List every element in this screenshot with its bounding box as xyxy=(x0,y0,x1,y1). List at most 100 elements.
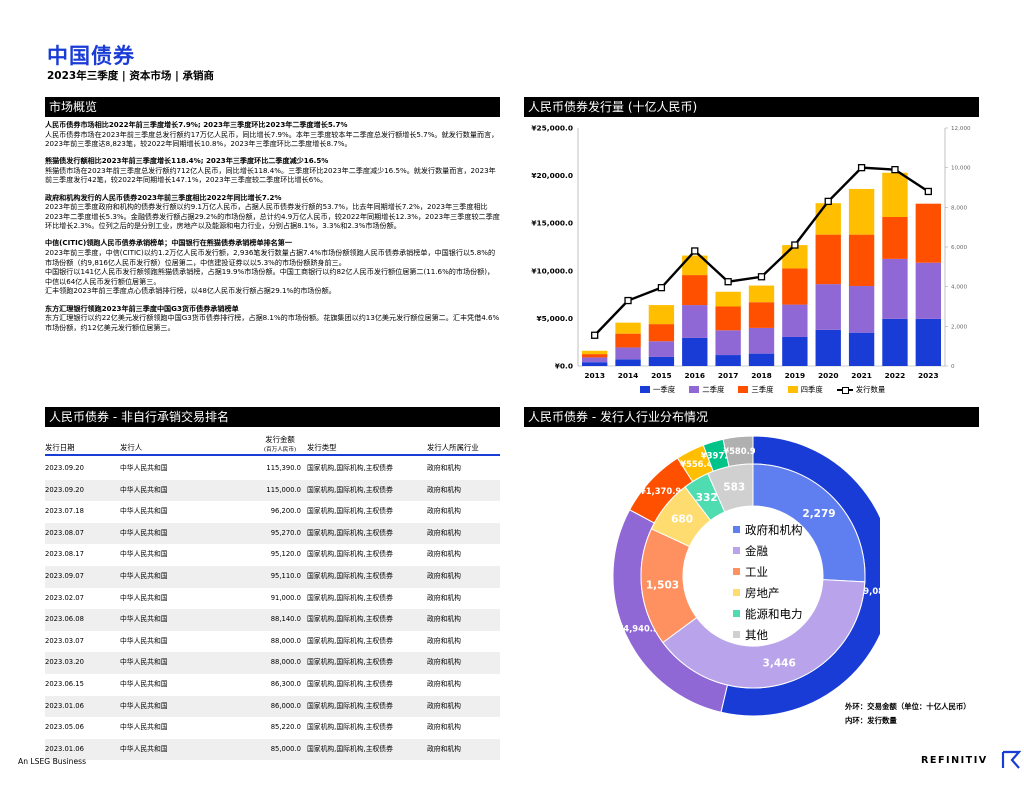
cell-amount: 88,000.0 xyxy=(270,636,301,645)
bar-segment-1 xyxy=(648,356,675,366)
cell-date: 2023.09.07 xyxy=(45,572,84,580)
outer-ring-label: ¥397.1 xyxy=(701,451,733,461)
count-point xyxy=(924,187,932,196)
table-row: 2023.03.20 中华人民共和国 88,000.0 国家机构,国际机构,主权债券 政… xyxy=(45,652,500,674)
cell-amount: 115,000.0 xyxy=(266,485,301,494)
x-tick-label: 2021 xyxy=(851,371,872,380)
industry-chart-heading: 人民币债券 - 发行人行业分布情况 xyxy=(524,407,979,427)
overview-section-body: 熊猫债市场在2023年前三季度总发行额约712亿人民币，同比增长118.4%。三… xyxy=(45,165,496,185)
y-right-tick-label: 2,000 xyxy=(951,324,967,330)
cell-amount: 88,000.0 xyxy=(270,658,301,667)
legend-item-realestate: 房地产 xyxy=(733,582,803,603)
cell-date: 2023.01.06 xyxy=(45,744,84,753)
page-subtitle: 2023年三季度 | 资本市场 | 承销商 xyxy=(47,70,215,82)
cell-type: 国家机构,国际机构,主权债券 xyxy=(307,550,393,559)
issuance-bar-chart: ¥0.0 ¥5,000.0 ¥10,000.0 ¥15,000.0 ¥20,000.0 ¥… xyxy=(531,124,971,381)
cell-industry: 政府和机构 xyxy=(427,680,461,688)
overview-section-body: 东方汇理银行以约22亿美元发行额领跑中国G3货币债券排行榜，占据8.1%的市场份… xyxy=(45,313,500,332)
bar-segment-2 xyxy=(582,357,608,363)
bar-segment-3 xyxy=(582,354,608,358)
bar-segment-3 xyxy=(748,302,775,328)
legend-item-energy: 能源和电力 xyxy=(733,603,803,624)
y-tick-label: ¥10,000.0 xyxy=(531,266,573,275)
x-tick-label: 2023 xyxy=(918,371,939,380)
cell-type: 国家机构,国际机构,主权债券 xyxy=(307,658,393,667)
deals-heading: 人民币债券 - 非自行承销交易排名 xyxy=(45,407,500,427)
legend-label-gov: 政府和机构 xyxy=(745,522,803,537)
legend-label-q2: 二季度 xyxy=(702,385,725,394)
cell-date: 2023.09.20 xyxy=(45,485,84,494)
cell-issuer: 中华人民共和国 xyxy=(120,485,168,494)
cell-type: 国家机构,国际机构,主权债券 xyxy=(307,572,393,580)
inner-ring-label: 332 xyxy=(696,492,718,504)
table-row: 2023.02.07 中华人民共和国 91,000.0 国家机构,国际机构,主权债券 政… xyxy=(45,588,500,610)
bar-segment-4 xyxy=(815,203,841,235)
issuance-chart-legend: 一季度 二季度 三季度 四季度 发行数量 xyxy=(640,384,899,395)
cell-industry: 政府和机构 xyxy=(427,485,461,494)
bar-segment-2 xyxy=(782,304,808,337)
legend-label-finance: 金融 xyxy=(745,543,768,558)
bar-segment-3 xyxy=(882,217,908,259)
cell-issuer: 中华人民共和国 xyxy=(120,701,168,710)
overview-section: 人民币债券市场相比2022年前三季度增长7.9%; 2023年三季度环比2023… xyxy=(45,120,500,149)
bar-segment-3 xyxy=(815,234,841,285)
table-row: 2023.08.07 中华人民共和国 95,270.0 国家机构,国际机构,主权债券 政… xyxy=(45,522,500,545)
inner-ring-slice xyxy=(662,579,866,689)
overview-heading: 市场概览 xyxy=(45,97,500,117)
cell-industry: 政府和机构 xyxy=(427,572,461,580)
bar-segment-1 xyxy=(748,353,775,366)
outer-ring-label: ¥9,089.2 xyxy=(857,586,880,596)
cell-amount: 88,140.0 xyxy=(270,615,301,624)
cell-industry: 政府和机构 xyxy=(427,615,461,624)
x-tick-label: 2020 xyxy=(818,371,839,380)
cell-industry: 政府和机构 xyxy=(427,636,461,645)
cell-date: 2023.08.17 xyxy=(45,550,84,559)
bar-segment-4 xyxy=(748,285,775,303)
bar-segment-1 xyxy=(848,332,875,366)
outer-ring-label: ¥580.9 xyxy=(723,446,755,456)
cell-date: 2023.02.07 xyxy=(45,593,84,602)
x-tick-label: 2019 xyxy=(785,371,806,380)
cell-amount: 86,300.0 xyxy=(270,680,301,688)
cell-date: 2023.01.06 xyxy=(45,701,84,710)
legend-label-q4: 四季度 xyxy=(800,385,823,394)
refinitiv-logo-icon xyxy=(1001,750,1022,769)
x-tick-label: 2013 xyxy=(584,371,605,380)
bar-segment-4 xyxy=(648,305,675,325)
legend-item-other: 其他 xyxy=(733,624,803,645)
legend-swatch-q1 xyxy=(640,386,650,393)
count-point xyxy=(757,273,766,281)
overview-section-title: 人民币债券市场相比2022年前三季度增长7.9%; 2023年三季度环比2023… xyxy=(45,120,348,129)
legend-label-other: 其他 xyxy=(745,627,768,642)
note-outer-ring: 外环：交易金额（单位：十亿人民币） xyxy=(845,702,971,711)
cell-issuer: 中华人民共和国 xyxy=(120,507,168,516)
cell-issuer: 中华人民共和国 xyxy=(120,464,168,472)
cell-type: 国家机构,国际机构,主权债券 xyxy=(307,723,393,732)
bar-segment-1 xyxy=(682,337,708,366)
legend-item-q3: 三季度 xyxy=(738,384,774,395)
cell-type: 国家机构,国际机构,主权债券 xyxy=(307,464,393,472)
cell-type: 国家机构,国际机构,主权债券 xyxy=(307,507,393,516)
table-row: 2023.06.15 中华人民共和国 86,300.0 国家机构,国际机构,主权债券 政… xyxy=(45,674,500,696)
cell-date: 2023.09.20 xyxy=(45,464,84,472)
industry-donut-chart: ¥9,089.2 ¥4,940.2 ¥1,370.9 ¥556.4¥397.1¥580… xyxy=(612,435,880,717)
cell-type: 国家机构,国际机构,主权债券 xyxy=(307,744,393,753)
footer-lseg: An LSEG Business xyxy=(18,757,87,766)
legend-item-q2: 二季度 xyxy=(689,384,724,395)
outer-ring-label: ¥1,370.9 xyxy=(640,486,681,496)
table-row: 2023.01.06 中华人民共和国 85,000.0 国家机构,国际机构,主权债券 政… xyxy=(45,738,500,761)
bar-segment-4 xyxy=(682,255,708,276)
legend-label-energy: 能源和电力 xyxy=(745,606,803,621)
count-point xyxy=(791,241,799,249)
bar-segment-3 xyxy=(782,268,808,305)
table-row: 2023.08.17 中华人民共和国 95,120.0 国家机构,国际机构,主权债券 政… xyxy=(45,544,500,566)
count-point xyxy=(891,166,899,174)
legend-swatch-count xyxy=(836,386,853,394)
inner-ring-label: 2,279 xyxy=(802,508,835,520)
industry-chart-note: 外环：交易金额（单位：十亿人民币） 内环：发行数量 xyxy=(845,700,971,728)
legend-swatch-q4 xyxy=(787,386,798,393)
bar-segment-3 xyxy=(615,333,641,348)
bar-segment-2 xyxy=(882,258,908,319)
cell-type: 国家机构,国际机构,主权债券 xyxy=(307,528,393,537)
bar-segment-1 xyxy=(715,355,741,366)
